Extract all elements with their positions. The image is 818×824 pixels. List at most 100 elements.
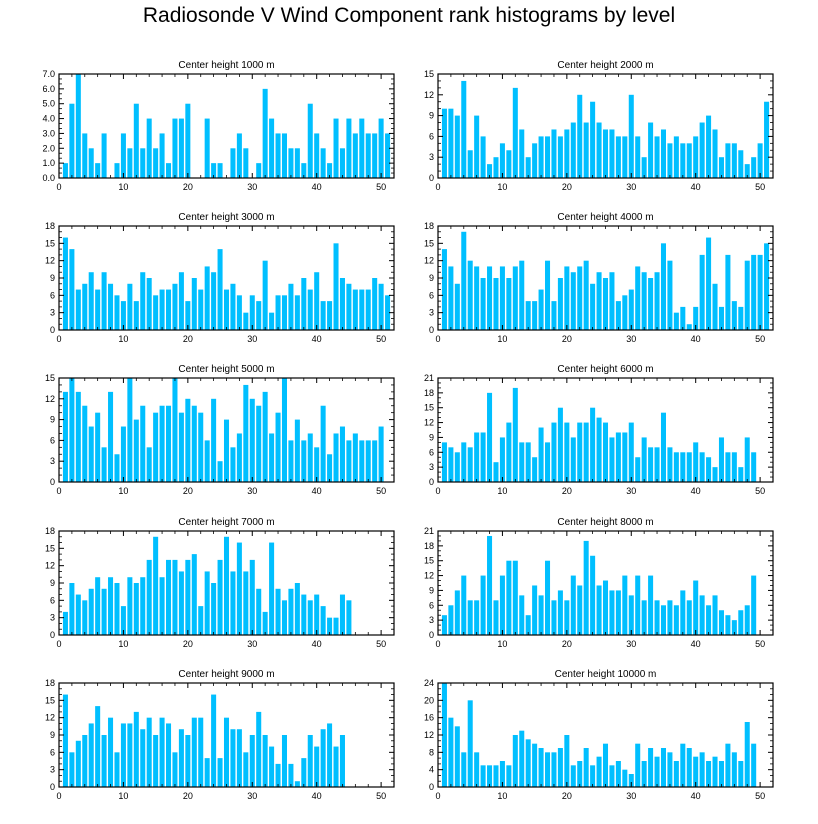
- x-tick-label: 30: [626, 334, 636, 344]
- bar: [88, 588, 94, 635]
- bar: [744, 605, 750, 635]
- bar: [499, 575, 505, 635]
- bar: [738, 306, 744, 330]
- bar: [660, 605, 666, 635]
- bar: [635, 457, 641, 482]
- x-tick-label: 50: [755, 486, 765, 496]
- x-tick-label: 0: [56, 639, 61, 649]
- x-tick-label: 10: [497, 486, 507, 496]
- bar: [108, 391, 114, 482]
- y-tick-label: 9: [429, 585, 434, 595]
- bar: [243, 312, 249, 330]
- bar: [301, 594, 307, 635]
- x-tick-label: 40: [691, 486, 701, 496]
- x-tick-label: 10: [118, 791, 128, 801]
- y-tick-label: 6: [429, 447, 434, 457]
- bar: [101, 133, 107, 178]
- bar: [269, 542, 275, 635]
- bar: [590, 765, 596, 787]
- bar: [474, 600, 480, 635]
- bar: [262, 735, 268, 787]
- bar: [596, 272, 602, 330]
- bar: [545, 560, 551, 635]
- bar: [191, 278, 197, 330]
- bar: [654, 136, 660, 178]
- bar: [333, 617, 339, 635]
- bar: [327, 617, 333, 635]
- bar: [519, 260, 525, 330]
- bar: [609, 437, 615, 482]
- bar: [256, 163, 262, 178]
- bar: [744, 164, 750, 178]
- bar: [699, 122, 705, 178]
- x-tick-label: 20: [183, 486, 193, 496]
- bar: [667, 752, 673, 787]
- bar: [545, 442, 551, 482]
- bar: [281, 295, 287, 330]
- bar: [185, 398, 191, 482]
- bar: [101, 447, 107, 482]
- bar: [506, 765, 512, 787]
- bar: [275, 133, 281, 178]
- y-tick-label: 3: [50, 765, 55, 775]
- bar: [236, 133, 242, 178]
- bar: [69, 249, 75, 330]
- panel-1: Center height 1000 m 0.0 1.0 2.0 3.0 4.0 5.0 6.…: [42, 60, 395, 192]
- y-tick-label: 18: [45, 221, 55, 231]
- bar: [307, 289, 313, 330]
- bar: [751, 743, 757, 787]
- y-tick-label: 1.0: [42, 158, 55, 168]
- bar: [454, 726, 460, 787]
- y-tick-label: 18: [424, 221, 434, 231]
- panel-8: Center height 8000 m 0 3 6 9 12 15 18 21 0 10 20 30 4…: [424, 517, 774, 649]
- bar: [628, 422, 634, 482]
- bar: [262, 88, 268, 178]
- bar: [602, 129, 609, 178]
- x-tick-label: 40: [312, 639, 322, 649]
- y-tick-label: 20: [424, 695, 434, 705]
- x-tick-label: 0: [435, 639, 440, 649]
- bar: [217, 461, 223, 482]
- bar: [204, 758, 210, 787]
- bar: [108, 283, 114, 330]
- bar: [744, 260, 750, 330]
- bar: [256, 588, 262, 635]
- bar: [667, 600, 673, 635]
- bar: [146, 447, 152, 482]
- y-tick-label: 12: [45, 561, 55, 571]
- bar: [673, 761, 679, 787]
- bar: [622, 432, 628, 482]
- bar: [448, 717, 454, 787]
- bar: [577, 266, 583, 330]
- bar: [461, 575, 467, 635]
- bar: [275, 295, 281, 330]
- bar: [635, 266, 641, 330]
- bar: [339, 735, 345, 787]
- x-tick-label: 30: [247, 334, 257, 344]
- bar: [602, 743, 609, 787]
- bar: [512, 87, 518, 178]
- bar: [385, 133, 391, 178]
- bar: [307, 103, 313, 178]
- bar: [249, 559, 255, 635]
- bar: [583, 122, 589, 178]
- y-tick-label: 4: [429, 765, 434, 775]
- bar: [474, 115, 480, 178]
- x-tick-label: 10: [118, 334, 128, 344]
- y-tick-label: 9: [50, 415, 55, 425]
- bar: [448, 108, 454, 178]
- x-tick-label: 50: [376, 182, 386, 192]
- bar: [583, 260, 589, 330]
- x-tick-label: 40: [691, 791, 701, 801]
- bar: [133, 103, 139, 178]
- bar: [699, 752, 705, 787]
- y-tick-label: 12: [45, 394, 55, 404]
- bar: [146, 118, 152, 178]
- panel-3: Center height 3000 m 0 3 6 9 12 15 18 0 10 20 30 40 5…: [45, 212, 395, 344]
- x-tick-label: 30: [247, 182, 257, 192]
- bar: [712, 756, 718, 787]
- y-tick-label: 12: [424, 418, 434, 428]
- y-tick-label: 3: [50, 308, 55, 318]
- bar: [288, 440, 294, 482]
- bar: [454, 115, 460, 178]
